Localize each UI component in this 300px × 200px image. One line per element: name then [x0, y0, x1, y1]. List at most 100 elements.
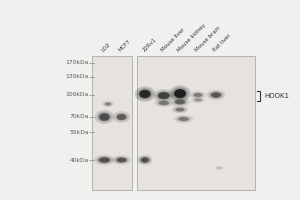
Ellipse shape [94, 155, 115, 165]
Ellipse shape [171, 106, 189, 113]
Ellipse shape [174, 89, 186, 98]
Ellipse shape [118, 158, 125, 162]
Ellipse shape [172, 87, 188, 100]
Ellipse shape [137, 155, 153, 165]
Ellipse shape [116, 158, 127, 162]
Ellipse shape [195, 99, 201, 101]
Ellipse shape [154, 99, 174, 107]
Ellipse shape [176, 108, 184, 111]
Ellipse shape [216, 167, 222, 169]
Ellipse shape [192, 98, 204, 102]
Ellipse shape [190, 97, 206, 103]
Ellipse shape [118, 115, 125, 119]
Ellipse shape [212, 93, 220, 97]
Ellipse shape [194, 98, 203, 102]
Ellipse shape [117, 114, 126, 120]
Ellipse shape [194, 93, 202, 97]
Text: LO2: LO2 [101, 42, 112, 53]
Ellipse shape [135, 86, 155, 102]
Ellipse shape [141, 157, 149, 163]
Ellipse shape [103, 102, 113, 106]
Ellipse shape [139, 156, 151, 164]
Ellipse shape [180, 117, 188, 121]
Ellipse shape [116, 114, 127, 120]
Ellipse shape [211, 92, 221, 98]
Text: 170kDa: 170kDa [65, 60, 88, 66]
Ellipse shape [206, 90, 226, 100]
Text: MCF7: MCF7 [118, 39, 132, 53]
Ellipse shape [112, 111, 130, 123]
Ellipse shape [191, 92, 205, 98]
Ellipse shape [158, 101, 169, 105]
Ellipse shape [174, 115, 194, 123]
Ellipse shape [100, 115, 108, 119]
Ellipse shape [175, 100, 185, 104]
Ellipse shape [174, 99, 186, 105]
Ellipse shape [104, 102, 112, 106]
Ellipse shape [216, 167, 222, 169]
Ellipse shape [100, 158, 109, 162]
Ellipse shape [137, 88, 153, 100]
Ellipse shape [142, 158, 148, 162]
Ellipse shape [176, 91, 184, 96]
Ellipse shape [99, 157, 110, 163]
Ellipse shape [174, 89, 186, 98]
Ellipse shape [173, 107, 187, 113]
Ellipse shape [194, 93, 202, 97]
Ellipse shape [172, 98, 188, 106]
Ellipse shape [141, 91, 149, 97]
Ellipse shape [105, 103, 111, 105]
Bar [136, 56, 255, 190]
Text: Mouse kidney: Mouse kidney [176, 23, 207, 53]
Ellipse shape [176, 100, 184, 104]
Ellipse shape [114, 156, 129, 164]
Ellipse shape [156, 100, 172, 106]
Ellipse shape [160, 101, 168, 105]
Ellipse shape [99, 113, 110, 121]
Ellipse shape [193, 93, 203, 97]
Text: 70kDa: 70kDa [69, 114, 88, 119]
Ellipse shape [105, 102, 111, 106]
Ellipse shape [158, 92, 170, 99]
Ellipse shape [158, 101, 169, 105]
Ellipse shape [178, 117, 189, 121]
Ellipse shape [160, 93, 168, 98]
Ellipse shape [112, 155, 131, 165]
Ellipse shape [178, 117, 189, 121]
Ellipse shape [158, 92, 170, 99]
Ellipse shape [194, 98, 202, 102]
Ellipse shape [190, 91, 206, 99]
Ellipse shape [176, 108, 184, 112]
Text: Mouse brain: Mouse brain [194, 26, 222, 53]
Ellipse shape [96, 156, 112, 164]
Text: 130kDa: 130kDa [65, 74, 88, 79]
Text: Mouse liver: Mouse liver [160, 27, 186, 53]
Ellipse shape [208, 91, 224, 99]
Ellipse shape [211, 92, 221, 98]
Ellipse shape [114, 112, 129, 122]
Ellipse shape [99, 113, 110, 121]
Text: 55kDa: 55kDa [69, 130, 88, 134]
Ellipse shape [140, 157, 150, 163]
Ellipse shape [116, 157, 127, 163]
Ellipse shape [102, 101, 114, 107]
Ellipse shape [170, 97, 190, 107]
Ellipse shape [217, 167, 221, 169]
Ellipse shape [155, 91, 172, 101]
Ellipse shape [153, 89, 175, 102]
Ellipse shape [175, 107, 185, 112]
Ellipse shape [169, 85, 191, 102]
Ellipse shape [215, 166, 223, 170]
Text: 100kDa: 100kDa [65, 92, 88, 98]
Text: HOOK1: HOOK1 [265, 93, 290, 99]
Text: Rat liver: Rat liver [212, 33, 232, 53]
Ellipse shape [94, 110, 114, 124]
Ellipse shape [176, 116, 191, 122]
Ellipse shape [214, 166, 224, 170]
Text: 40kDa: 40kDa [69, 158, 88, 162]
Ellipse shape [139, 90, 151, 98]
Text: 22Rv1: 22Rv1 [141, 37, 157, 53]
Ellipse shape [97, 112, 112, 122]
Ellipse shape [98, 157, 110, 163]
Bar [92, 56, 132, 190]
